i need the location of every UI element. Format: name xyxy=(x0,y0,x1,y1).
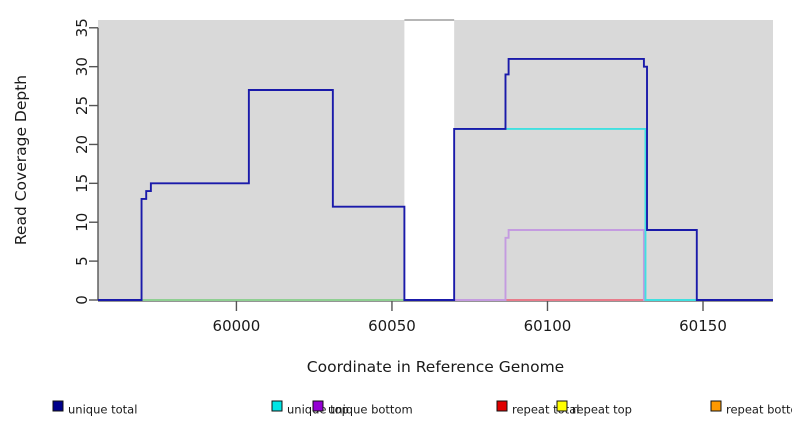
y-tick-label: 10 xyxy=(73,213,91,232)
series-line-unique-total xyxy=(98,57,773,301)
x-axis-ticks: 60000 60050 60100 60150 xyxy=(98,300,773,335)
y-axis-ticks: 0 5 10 15 20 25 30 35 xyxy=(73,18,99,305)
plot-panel-right xyxy=(454,20,773,300)
legend-label-repeat-bottom: repeat bottom xyxy=(726,403,792,417)
y-tick-label: 30 xyxy=(73,57,91,76)
legend-label-unique-total: unique total xyxy=(68,403,137,417)
plot-panel-left xyxy=(98,20,405,300)
legend-swatch-repeat-top xyxy=(556,400,568,412)
series-line-unique-top xyxy=(454,127,773,301)
legend-swatch-repeat-total xyxy=(496,400,508,412)
legend-swatch-unique-total xyxy=(52,400,64,412)
x-axis-title: Coordinate in Reference Genome xyxy=(307,358,564,376)
series-line-unique-bottom xyxy=(454,229,773,301)
legend-swatch-repeat-bottom xyxy=(710,400,722,412)
x-tick-label: 60150 xyxy=(679,317,727,335)
y-tick-label: 15 xyxy=(73,174,91,193)
legend-swatch-unique-bottom xyxy=(312,400,324,412)
legend-label-unique-bottom: unique bottom xyxy=(328,403,413,417)
x-tick-label: 60050 xyxy=(368,317,416,335)
y-tick-label: 25 xyxy=(73,96,91,115)
legend-label-repeat-top: repeat top xyxy=(572,403,632,417)
plot-background xyxy=(98,19,773,300)
legend-label-repeat-total: repeat total xyxy=(512,403,579,417)
y-tick-label: 35 xyxy=(73,18,91,37)
y-tick-label: 5 xyxy=(73,256,91,266)
legend-swatch-unique-top xyxy=(271,400,283,412)
x-tick-label: 60000 xyxy=(213,317,261,335)
axis-labels-layer: Read Coverage Depth Coordinate in Referen… xyxy=(12,75,564,376)
data-series-layer xyxy=(98,57,773,301)
y-tick-label: 20 xyxy=(73,135,91,154)
x-tick-label: 60100 xyxy=(524,317,572,335)
y-axis-title: Read Coverage Depth xyxy=(12,75,30,245)
y-tick-label: 0 xyxy=(73,295,91,305)
